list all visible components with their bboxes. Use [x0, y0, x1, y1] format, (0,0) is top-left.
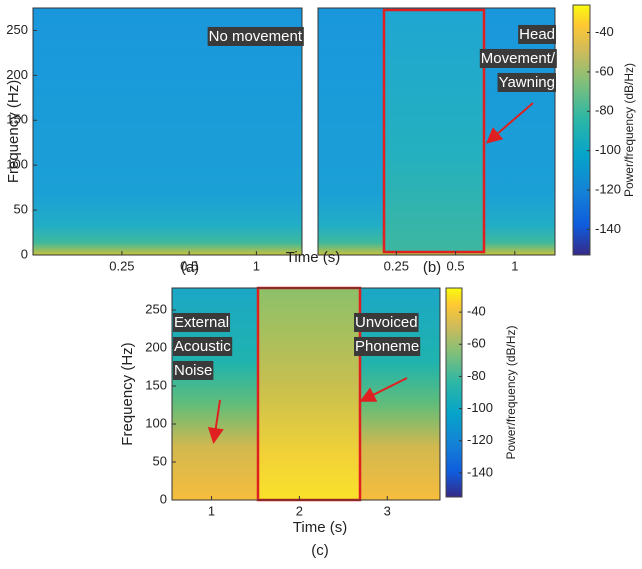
colorbar-tick-label: -80 [467, 368, 486, 383]
colorbar-label: Power/frequency (dB/Hz) [622, 63, 636, 197]
annotation-text: Noise [174, 362, 212, 379]
spectrogram-image [384, 10, 484, 252]
annotation-background [518, 24, 556, 44]
colorbar-tick-label: -100 [467, 400, 493, 415]
annotation-background [173, 360, 214, 380]
y-tick-label: 250 [6, 22, 28, 37]
annotation: Phoneme [354, 336, 421, 356]
y-tick-label: 100 [145, 415, 167, 430]
y-tick-label: 200 [6, 67, 28, 82]
annotation: Acoustic [173, 336, 233, 356]
annotation-text: Movement/ [481, 50, 556, 67]
panel-label: (a) [181, 259, 199, 276]
x-tick-label: 1 [253, 258, 260, 273]
x-tick-label: 1 [511, 258, 518, 273]
y-tick-label: 250 [145, 301, 167, 316]
x-tick-label: 0.25 [109, 258, 134, 273]
x-tick-label: 3 [384, 503, 391, 518]
annotation-background [354, 336, 421, 356]
colorbar-tick-label: -40 [595, 24, 614, 39]
y-tick-label: 100 [6, 157, 28, 172]
annotation: Head [518, 24, 556, 44]
y-tick-label: 0 [21, 246, 28, 261]
colorbar-tick-label: -60 [467, 336, 486, 351]
y-axis-label: Frequency (Hz) [119, 342, 136, 445]
x-tick-label: 0.5 [180, 258, 198, 273]
colorbar [572, 4, 591, 256]
annotation-background [479, 48, 557, 68]
y-tick-label: 200 [145, 339, 167, 354]
annotation-background [173, 336, 233, 356]
highlight-box [382, 8, 486, 254]
x-tick-label: 2 [296, 503, 303, 518]
y-tick-label: 50 [153, 453, 167, 468]
panel-label: (c) [311, 542, 329, 559]
annotation: External [173, 312, 231, 332]
annotation-text: Head [519, 26, 555, 43]
colorbar-tick-label: -80 [595, 103, 614, 118]
annotation: Unvoiced [354, 312, 419, 332]
colorbar-tick-label: -40 [467, 304, 486, 319]
annotation-text: Yawning [499, 74, 555, 91]
colorbar-tick-label: -60 [595, 63, 614, 78]
annotation-text: External [174, 314, 229, 331]
annotation-text: Unvoiced [355, 314, 418, 331]
spectrogram-image [33, 8, 302, 255]
colorbar-tick-label: -120 [467, 432, 493, 447]
axes-frame [317, 7, 556, 256]
axes-frame [32, 7, 303, 256]
annotation: Yawning [497, 72, 556, 92]
spectrogram-image [258, 288, 360, 500]
annotation: Noise [173, 360, 214, 380]
annotation-background [497, 72, 556, 92]
annotation: Movement/ [479, 48, 557, 68]
annotation-background [173, 312, 231, 332]
y-tick-label: 0 [160, 491, 167, 506]
annotation-background [354, 312, 419, 332]
arrow [359, 377, 408, 402]
y-axis-label: Frequency (Hz) [5, 80, 22, 183]
axes-frame [171, 287, 441, 501]
colorbar-tick-label: -120 [595, 181, 621, 196]
annotation-text: Acoustic [174, 338, 231, 355]
y-tick-label: 50 [14, 202, 28, 217]
annotation-background [207, 26, 304, 46]
colorbar-tick-label: -140 [467, 464, 493, 479]
x-axis-label: Time (s) [286, 249, 340, 266]
colorbar-tick-label: -100 [595, 142, 621, 157]
annotation-text: Phoneme [355, 338, 419, 355]
colorbar-tick-label: -140 [595, 221, 621, 236]
x-tick-label: 0.5 [447, 258, 465, 273]
annotation-text: No movement [209, 28, 303, 45]
arrow [485, 102, 534, 144]
annotation: No movement [207, 26, 304, 46]
x-tick-label: 0.25 [384, 258, 409, 273]
y-tick-label: 150 [145, 377, 167, 392]
colorbar-label: Power/frequency (dB/Hz) [504, 325, 518, 459]
y-tick-label: 150 [6, 112, 28, 127]
x-tick-label: 1 [208, 503, 215, 518]
arrow [207, 399, 224, 444]
panel-label: (b) [423, 259, 441, 276]
colorbar [445, 287, 463, 498]
x-axis-label: Time (s) [293, 519, 347, 536]
